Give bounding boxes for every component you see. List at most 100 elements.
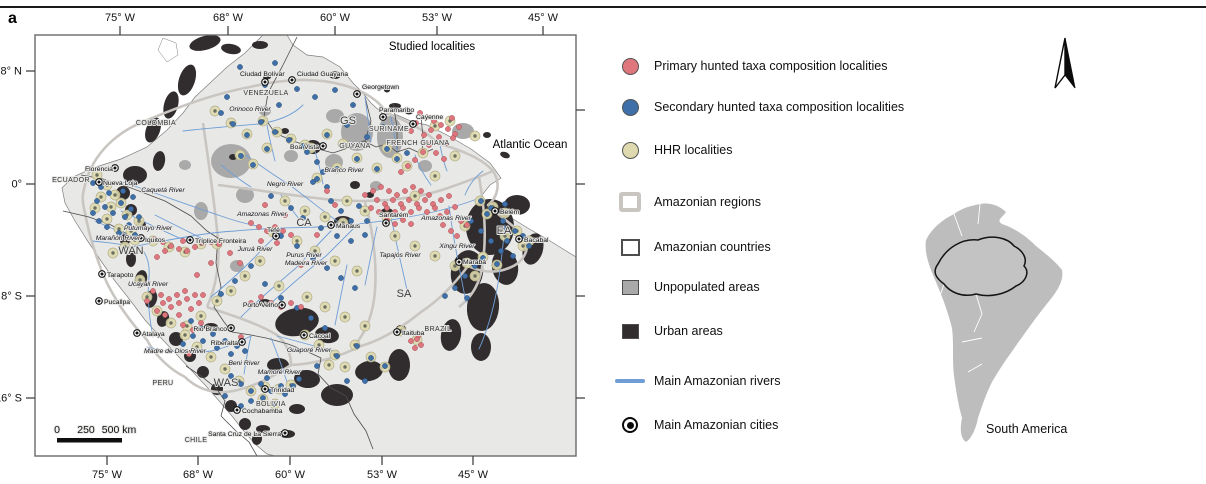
primary-locality-dot bbox=[436, 134, 442, 140]
urban-areas-swatch bbox=[621, 323, 639, 339]
primary-locality-dot bbox=[176, 246, 182, 252]
primary-locality-dot bbox=[324, 188, 330, 194]
river-label: Madre de Dios River bbox=[144, 348, 207, 355]
legend-label: Amazonian countries bbox=[654, 240, 771, 254]
primary-locality-dot bbox=[431, 118, 437, 124]
urban-area bbox=[189, 35, 221, 51]
urban-area bbox=[389, 103, 401, 109]
secondary-locality-dot bbox=[344, 378, 350, 384]
secondary-locality-dot bbox=[250, 162, 256, 168]
secondary-locality-dot bbox=[394, 156, 400, 162]
city-label: Riberalta bbox=[211, 340, 238, 347]
hhr-locality-core bbox=[223, 367, 227, 371]
urban-area bbox=[239, 418, 251, 430]
unpopulated-areas-swatch bbox=[621, 279, 639, 295]
region-label: WAN bbox=[118, 245, 143, 257]
secondary-locality-dot bbox=[106, 190, 112, 196]
primary-locality-dot bbox=[408, 209, 414, 215]
primary-locality-dot bbox=[422, 197, 428, 203]
city-marker-core bbox=[411, 122, 415, 126]
city-label: Tríplice Fronteira bbox=[195, 238, 246, 245]
secondary-locality-dot bbox=[478, 228, 484, 234]
secondary-locality-dot bbox=[324, 265, 330, 271]
hhr-locality-core bbox=[229, 289, 233, 293]
primary-locality-dot bbox=[392, 221, 398, 227]
urban-area bbox=[197, 366, 209, 378]
urban-area bbox=[163, 91, 179, 119]
axis-tick-label: 16° S bbox=[0, 393, 22, 405]
city-marker-core bbox=[240, 340, 244, 344]
secondary-locality-dot bbox=[310, 255, 316, 261]
secondary-locality-dot bbox=[374, 166, 380, 172]
urban-area bbox=[483, 132, 491, 138]
primary-locality-dot bbox=[441, 156, 447, 162]
secondary-localities-layer bbox=[90, 60, 532, 409]
secondary-locality-dot bbox=[352, 285, 358, 291]
hhr-locality-core bbox=[113, 193, 117, 197]
primary-locality-dot bbox=[154, 308, 160, 314]
hhr-locality-core bbox=[303, 209, 307, 213]
urban-area bbox=[329, 71, 341, 79]
river-label: Ucayali River bbox=[128, 281, 169, 288]
primary-locality-dot bbox=[272, 224, 278, 230]
hhr-locality-core bbox=[117, 227, 121, 231]
secondary-locality-dot bbox=[180, 341, 186, 347]
legend-label: HHR localities bbox=[654, 143, 733, 157]
primary-locality-dot bbox=[160, 239, 166, 245]
unpopulated-area bbox=[179, 160, 191, 170]
primary-locality-dot bbox=[448, 228, 454, 234]
hhr-locality-core bbox=[145, 295, 149, 299]
primary-locality-dot bbox=[200, 292, 206, 298]
secondary-locality-dot bbox=[472, 263, 478, 269]
country-label: COLOMBIA bbox=[136, 120, 176, 127]
river-label: Madeira River bbox=[285, 260, 328, 267]
secondary-locality-dot bbox=[268, 388, 274, 394]
primary-locality-dot bbox=[282, 212, 288, 218]
secondary-locality-dot bbox=[232, 278, 238, 284]
secondary-locality-dot bbox=[348, 218, 354, 224]
hhr-locality-core bbox=[111, 251, 115, 255]
axis-tick-label: 68° W bbox=[213, 12, 244, 24]
city-marker-core bbox=[457, 260, 461, 264]
primary-locality-dot bbox=[280, 228, 286, 234]
secondary-locality-dot bbox=[382, 363, 388, 369]
city-label: Boa Vista bbox=[290, 144, 319, 151]
urban-area bbox=[405, 109, 413, 115]
hhr-locality-core bbox=[355, 269, 359, 273]
urban-area bbox=[388, 349, 410, 381]
urban-area bbox=[204, 323, 218, 331]
secondary-locality-dot bbox=[322, 325, 328, 331]
urban-area bbox=[256, 425, 270, 433]
region-label: EA bbox=[497, 225, 512, 237]
city-marker-core bbox=[493, 209, 497, 213]
secondary-locality-dot bbox=[480, 255, 486, 261]
city-marker-core bbox=[274, 234, 278, 238]
hhr-locality-core bbox=[283, 199, 287, 203]
city-marker-core bbox=[188, 238, 192, 242]
secondary-locality-dot bbox=[488, 238, 494, 244]
city-marker-core bbox=[235, 408, 239, 412]
primary-locality-dot bbox=[256, 224, 262, 230]
city-label: Pucallpa bbox=[104, 299, 130, 306]
secondary-locality-dot bbox=[452, 285, 458, 291]
secondary-locality-dot bbox=[272, 401, 278, 407]
primary-locality-dot bbox=[390, 197, 396, 203]
city-label: Porto Velho bbox=[243, 302, 278, 309]
primary-locality-dot bbox=[386, 188, 392, 194]
primary-locality-dot bbox=[452, 204, 458, 210]
axis-tick-label: 60° W bbox=[275, 469, 306, 481]
secondary-locality-dot bbox=[380, 124, 386, 130]
primary-locality-dot bbox=[402, 188, 408, 194]
secondary-locality-swatch bbox=[621, 98, 639, 116]
primary-locality-dot bbox=[166, 296, 172, 302]
secondary-locality-dot bbox=[294, 86, 300, 92]
secondary-locality-dot bbox=[314, 363, 320, 369]
primary-locality-dot bbox=[176, 312, 182, 318]
scale-bar-label: 500 km bbox=[102, 424, 137, 436]
secondary-locality-dot bbox=[272, 129, 278, 135]
secondary-locality-dot bbox=[110, 210, 116, 216]
city-label: Ciudad Guayana bbox=[297, 71, 348, 78]
secondary-locality-dot bbox=[120, 188, 126, 194]
secondary-locality-dot bbox=[308, 315, 314, 321]
secondary-locality-dot bbox=[190, 333, 196, 339]
